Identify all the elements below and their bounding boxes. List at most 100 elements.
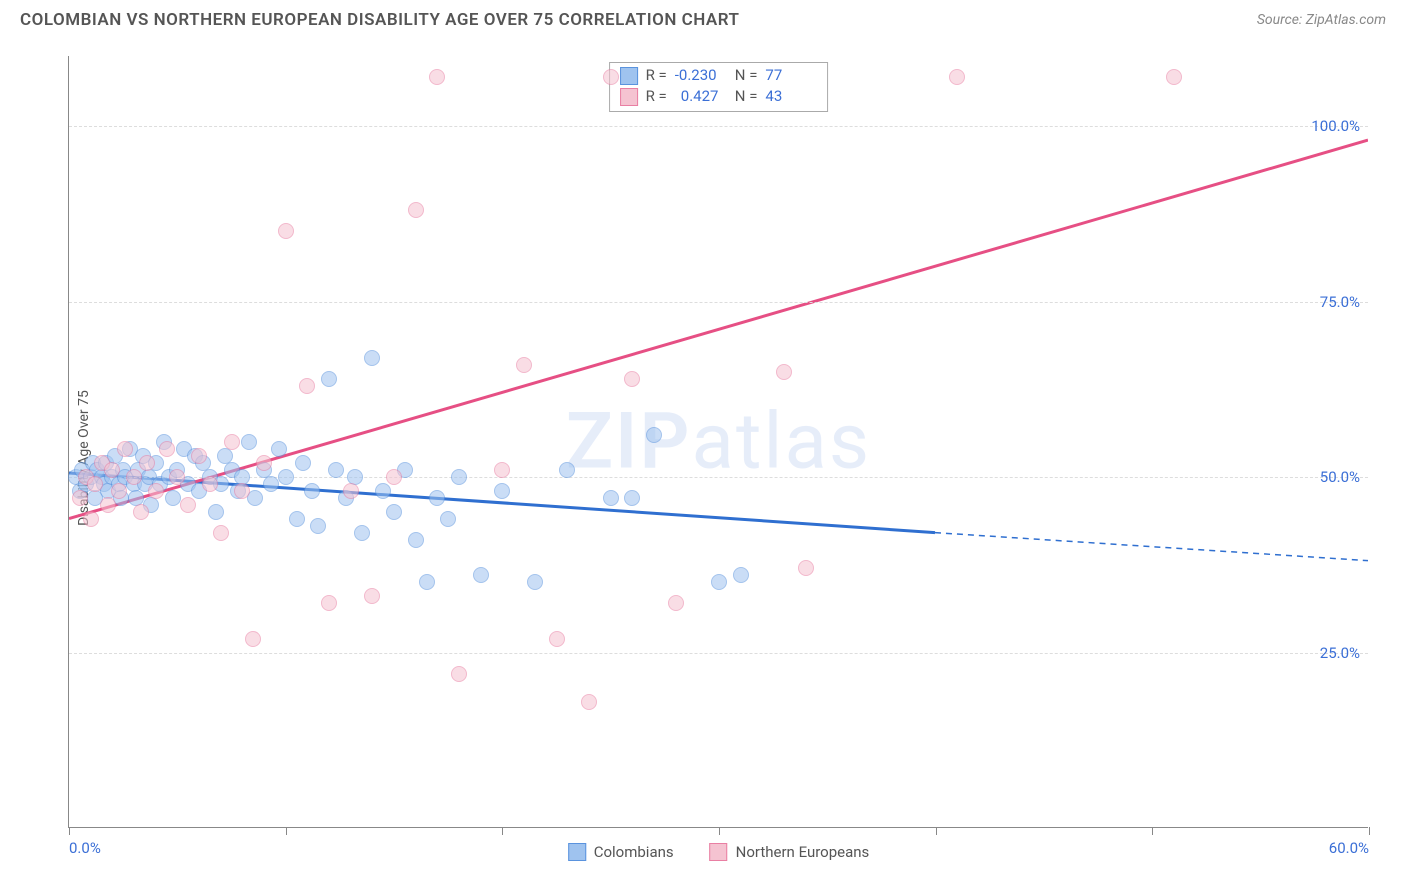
data-point [668,595,684,611]
stats-row-2: R = 0.427 N = 43 [620,86,818,107]
data-point [364,588,380,604]
x-tick-label: 60.0% [1329,839,1369,857]
data-point [165,490,181,506]
n-label-1: N = [735,65,758,86]
r-label-2: R = [646,86,667,107]
legend-item-colombians: Colombians [568,843,674,861]
data-point [87,476,103,492]
legend-swatch-northern [710,843,728,861]
x-tick [502,827,503,835]
x-tick [719,827,720,835]
data-point [304,483,320,499]
data-point [289,511,305,527]
chart-header: COLOMBIAN VS NORTHERN EUROPEAN DISABILIT… [0,0,1406,38]
watermark-zip: ZIP [566,396,692,487]
x-tick-label: 0.0% [69,839,101,857]
data-point [733,567,749,583]
x-tick [69,827,70,835]
data-point [263,476,279,492]
data-point [169,469,185,485]
data-point [527,574,543,590]
data-point [321,595,337,611]
data-point [386,504,402,520]
data-point [711,574,727,590]
data-point [549,631,565,647]
data-point [213,525,229,541]
x-tick [1152,827,1153,835]
data-point [310,518,326,534]
watermark-atlas: atlas [692,396,872,487]
trend-lines [69,56,1368,827]
x-tick [286,827,287,835]
data-point [126,469,142,485]
r-value-2: 0.427 [675,86,727,107]
data-point [295,455,311,471]
data-point [408,532,424,548]
data-point [343,483,359,499]
r-label-1: R = [646,65,667,86]
chart-title: COLOMBIAN VS NORTHERN EUROPEAN DISABILIT… [20,10,739,30]
data-point [256,455,272,471]
chart-container: Disability Age Over 75 ZIPatlas R = -0.2… [20,48,1386,868]
y-tick-label: 25.0% [1320,644,1360,662]
data-point [208,504,224,520]
data-point [581,694,597,710]
n-label-2: N = [735,86,758,107]
data-point [245,631,261,647]
legend-label-northern: Northern Europeans [736,843,870,861]
source-label: Source: ZipAtlas.com [1257,12,1386,28]
data-point [104,462,120,478]
x-tick [1369,827,1370,835]
data-point [429,490,445,506]
data-point [440,511,456,527]
data-point [139,455,155,471]
legend-swatch-colombians [568,843,586,861]
data-point [148,483,164,499]
data-point [117,441,133,457]
data-point [776,364,792,380]
data-point [299,378,315,394]
data-point [408,202,424,218]
data-point [278,469,294,485]
gridline [69,653,1368,654]
data-point [224,434,240,450]
data-point [354,525,370,541]
data-point [278,223,294,239]
data-point [191,448,207,464]
data-point [271,441,287,457]
legend: Colombians Northern Europeans [568,843,870,861]
data-point [111,483,127,499]
swatch-northern [620,88,638,106]
data-point [419,574,435,590]
data-point [603,490,619,506]
data-point [328,462,344,478]
x-tick [936,827,937,835]
data-point [100,497,116,513]
gridline [69,302,1368,303]
data-point [451,666,467,682]
data-point [798,560,814,576]
data-point [603,69,619,85]
stats-box: R = -0.230 N = 77 R = 0.427 N = 43 [609,62,829,112]
data-point [451,469,467,485]
data-point [624,371,640,387]
data-point [234,483,250,499]
data-point [646,427,662,443]
data-point [202,476,218,492]
legend-label-colombians: Colombians [594,843,674,861]
data-point [72,490,88,506]
y-tick-label: 50.0% [1320,468,1360,486]
data-point [159,441,175,457]
data-point [949,69,965,85]
data-point [321,371,337,387]
data-point [429,69,445,85]
data-point [624,490,640,506]
data-point [386,469,402,485]
y-tick-label: 100.0% [1311,117,1360,135]
data-point [1166,69,1182,85]
y-tick-label: 75.0% [1320,293,1360,311]
data-point [364,350,380,366]
watermark: ZIPatlas [566,396,871,487]
data-point [375,483,391,499]
data-point [241,434,257,450]
